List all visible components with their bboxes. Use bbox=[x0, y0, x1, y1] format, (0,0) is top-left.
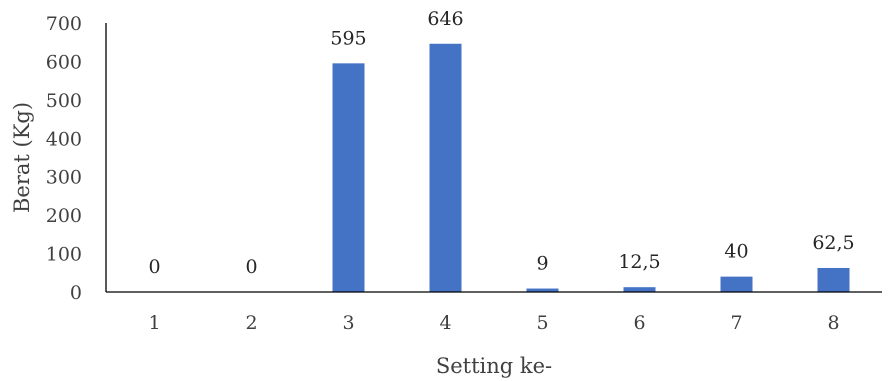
data-label: 12,5 bbox=[618, 251, 660, 273]
bar bbox=[623, 287, 656, 292]
data-labels: 0 0 595 646 9 12,5 40 62,5 bbox=[148, 8, 854, 278]
bar bbox=[332, 63, 365, 292]
x-tick-label: 5 bbox=[536, 312, 548, 334]
x-tick-label: 8 bbox=[827, 312, 839, 334]
bar bbox=[526, 288, 559, 292]
data-label: 62,5 bbox=[812, 232, 854, 254]
bar bbox=[429, 43, 462, 292]
y-tick-label: 200 bbox=[46, 205, 82, 227]
y-tick-label: 100 bbox=[46, 244, 82, 266]
bars bbox=[332, 43, 850, 292]
x-tick-label: 4 bbox=[439, 312, 451, 334]
y-tick-label: 700 bbox=[46, 13, 82, 35]
bar bbox=[817, 267, 850, 292]
data-label: 0 bbox=[245, 256, 257, 278]
x-tick-label: 3 bbox=[342, 312, 354, 334]
y-axis-title: Berat (Kg) bbox=[10, 102, 34, 213]
y-tick-label: 500 bbox=[46, 90, 82, 112]
x-axis-title: Setting ke- bbox=[436, 354, 552, 378]
x-tick-label: 1 bbox=[148, 312, 160, 334]
y-tick-label: 400 bbox=[46, 128, 82, 150]
y-axis-ticks: 0 100 200 300 400 500 600 700 bbox=[46, 13, 82, 304]
data-label: 646 bbox=[427, 8, 463, 30]
data-label: 0 bbox=[148, 256, 160, 278]
y-tick-label: 0 bbox=[70, 282, 82, 304]
x-tick-label: 7 bbox=[730, 312, 742, 334]
x-axis-ticks: 1 2 3 4 5 6 7 8 bbox=[148, 312, 839, 334]
y-tick-label: 600 bbox=[46, 51, 82, 73]
x-tick-label: 6 bbox=[633, 312, 645, 334]
data-label: 595 bbox=[330, 27, 366, 49]
data-label: 9 bbox=[536, 253, 548, 275]
bar bbox=[720, 276, 753, 292]
x-tick-label: 2 bbox=[245, 312, 257, 334]
y-tick-label: 300 bbox=[46, 167, 82, 189]
data-label: 40 bbox=[724, 241, 748, 263]
